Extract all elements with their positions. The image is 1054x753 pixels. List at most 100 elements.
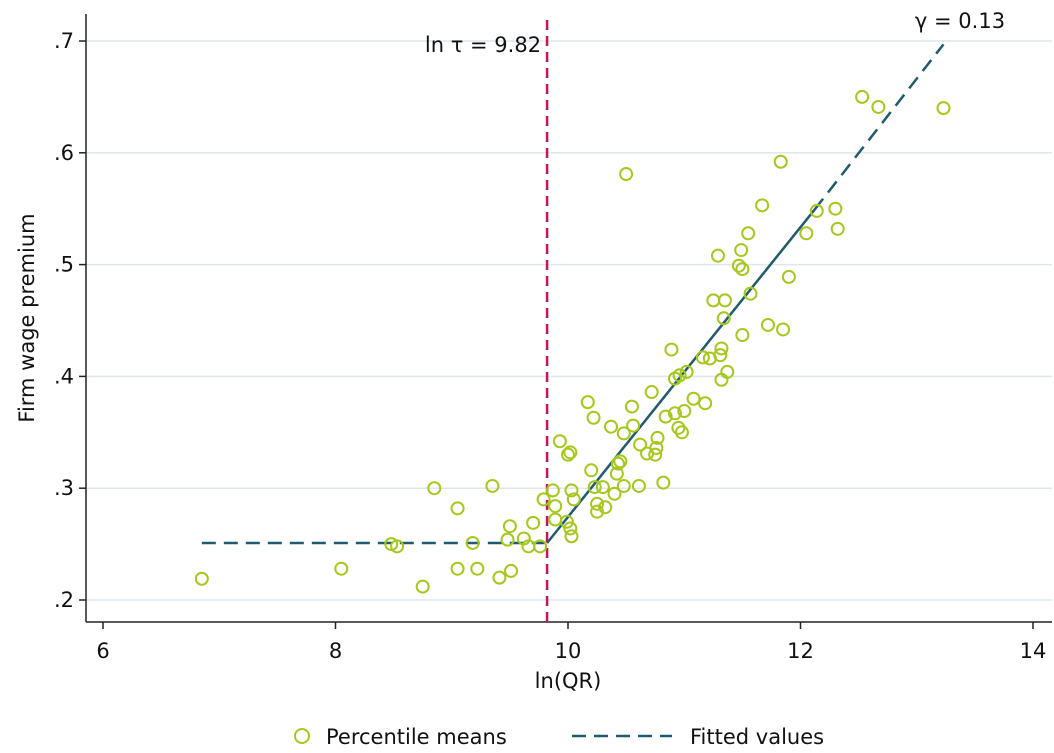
data-point [720, 364, 735, 379]
data-point [679, 364, 694, 379]
data-point [194, 571, 209, 586]
data-point [672, 368, 687, 383]
x-tick-label: 10 [555, 639, 582, 663]
y-tick-label: .6 [54, 141, 74, 165]
data-point [731, 258, 746, 273]
data-point [664, 342, 679, 357]
data-point [741, 226, 756, 241]
data-point [465, 535, 480, 550]
x-axis-ticks: 6 8 10 12 14 [96, 622, 1046, 663]
data-point [714, 341, 729, 356]
data-point [773, 154, 788, 169]
data-point [559, 514, 574, 529]
data-point [561, 447, 575, 462]
data-point [492, 570, 507, 585]
data-point [781, 269, 796, 284]
data-point [450, 561, 465, 576]
axes [85, 14, 1052, 623]
data-point [644, 385, 659, 400]
y-tick-label: .2 [54, 588, 74, 612]
data-point [677, 404, 692, 419]
data-point [548, 512, 563, 527]
data-point [871, 99, 886, 114]
data-point [713, 348, 728, 363]
data-point [566, 492, 581, 507]
data-point [658, 409, 673, 424]
data-point [760, 317, 775, 332]
data-point [686, 391, 701, 406]
data-point [656, 475, 671, 490]
data-point [674, 425, 689, 440]
gamma-annotation: γ = 0.13 [915, 9, 1005, 33]
data-point [649, 440, 664, 455]
y-tick-label: .5 [54, 253, 74, 277]
data-point [580, 395, 595, 410]
grid-lines [86, 40, 1052, 601]
data-point [695, 350, 710, 365]
legend: Percentile means Fitted values [294, 725, 824, 749]
data-point [776, 322, 791, 337]
data-point [650, 430, 665, 445]
data-point [830, 221, 845, 236]
x-tick-label: 8 [329, 639, 342, 663]
data-point [828, 201, 843, 216]
percentile-means-points [194, 89, 951, 594]
legend-label-percentile-means: Percentile means [326, 725, 507, 749]
data-point [735, 262, 750, 277]
data-point [564, 529, 579, 544]
y-axis-ticks: .2 .3 .4 .5 .6 .7 [54, 29, 86, 612]
y-tick-label: .4 [54, 364, 74, 388]
data-point [706, 293, 721, 308]
x-axis-title: ln(QR) [535, 669, 602, 693]
data-point [590, 504, 605, 519]
data-point [610, 456, 625, 471]
data-point [504, 563, 519, 578]
data-point [755, 198, 770, 213]
data-point [415, 579, 430, 594]
data-point [500, 532, 515, 547]
data-point [563, 445, 578, 460]
data-point [607, 486, 622, 501]
data-point [526, 515, 541, 530]
data-point [855, 89, 870, 104]
x-tick-label: 14 [1020, 639, 1047, 663]
fit-segment-dashed [813, 43, 945, 211]
data-point [586, 410, 601, 425]
data-point [616, 426, 631, 441]
data-point [734, 243, 749, 258]
data-point [809, 203, 824, 218]
data-point [936, 101, 951, 116]
data-point [548, 499, 563, 514]
data-point [598, 500, 613, 515]
data-point [667, 406, 682, 421]
data-point [552, 434, 567, 449]
threshold-marker: ln τ = 9.82 [425, 20, 549, 622]
x-tick-label: 12 [787, 639, 814, 663]
data-point [633, 437, 648, 452]
x-tick-label: 6 [96, 639, 109, 663]
data-point [516, 531, 531, 546]
data-point [604, 419, 619, 434]
threshold-label: ln τ = 9.82 [425, 33, 541, 57]
y-axis-title: Firm wage premium [15, 213, 39, 422]
data-point [616, 478, 631, 493]
data-point [619, 167, 634, 182]
data-point [502, 519, 517, 534]
data-point [648, 447, 663, 462]
data-point [470, 561, 485, 576]
data-point [743, 286, 758, 301]
y-tick-label: .7 [54, 29, 74, 53]
data-point [626, 418, 641, 433]
data-point [735, 328, 750, 343]
data-point [698, 396, 713, 411]
data-point [609, 466, 624, 481]
data-point [563, 521, 578, 536]
data-point [564, 483, 579, 498]
data-point [545, 483, 560, 498]
data-point [536, 492, 551, 507]
data-point [624, 399, 639, 414]
y-tick-label: .3 [54, 476, 74, 500]
data-point [799, 226, 814, 241]
data-point [631, 478, 646, 493]
